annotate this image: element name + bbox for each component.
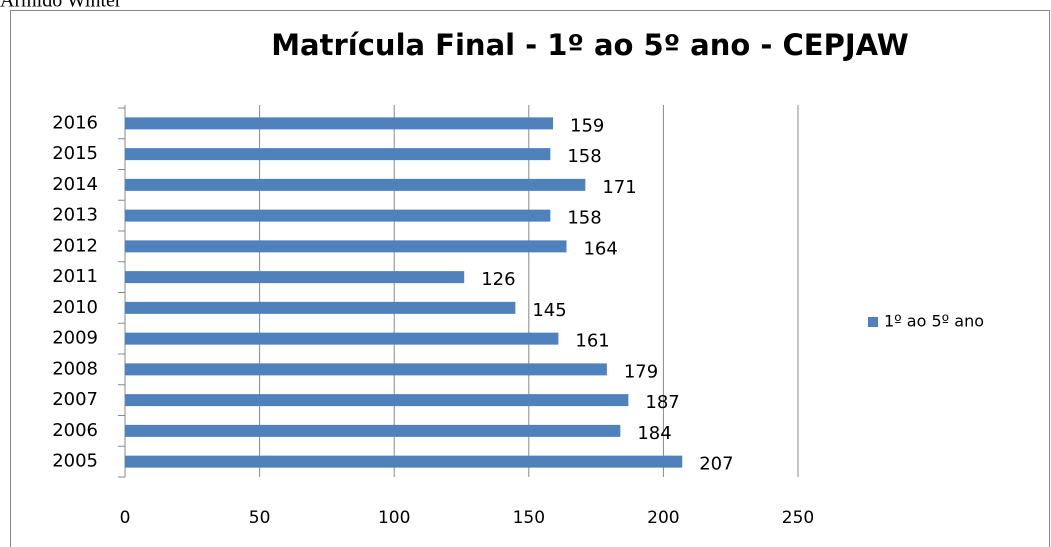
chart-title: Matrícula Final - 1º ao 5º ano - CEPJAW (271, 28, 909, 62)
bar (125, 363, 607, 376)
bar (125, 209, 551, 222)
bar (125, 271, 465, 284)
x-tick-label: 50 (249, 508, 271, 528)
y-tick-label: 2007 (52, 389, 98, 410)
bar (125, 394, 629, 407)
bar (125, 332, 559, 345)
bar (125, 240, 567, 253)
data-label: 187 (645, 392, 679, 413)
legend-marker (868, 317, 878, 327)
y-tick-label: 2016 (52, 112, 98, 133)
bar (125, 178, 586, 191)
data-label: 164 (583, 238, 617, 259)
x-tick-label: 250 (782, 508, 814, 528)
data-label: 158 (567, 146, 601, 167)
y-tick-label: 2012 (52, 235, 98, 256)
legend-label: 1º ao 5º ano (884, 312, 984, 331)
bar (125, 148, 551, 161)
y-tick-label: 2009 (52, 328, 98, 349)
bar (125, 424, 621, 437)
data-label: 145 (532, 300, 566, 321)
y-tick-label: 2010 (52, 297, 98, 318)
x-tick-label: 150 (513, 508, 545, 528)
y-tick-label: 2014 (52, 174, 98, 195)
data-label: 171 (602, 177, 636, 198)
x-tick-label: 0 (120, 508, 131, 528)
y-tick-label: 2006 (52, 420, 98, 441)
bar (125, 117, 554, 130)
data-label: 179 (624, 361, 658, 382)
data-label: 159 (570, 115, 604, 136)
y-tick-label: 2015 (52, 143, 98, 164)
x-tick-label: 200 (647, 508, 679, 528)
data-label: 207 (699, 454, 733, 475)
data-label: 184 (637, 423, 671, 444)
y-tick-label: 2008 (52, 358, 98, 379)
x-tick-label: 100 (378, 508, 410, 528)
bar (125, 301, 516, 314)
y-tick-label: 2011 (52, 266, 98, 287)
bar (125, 455, 683, 468)
data-label: 161 (575, 331, 609, 352)
data-label: 158 (567, 208, 601, 229)
data-label: 126 (481, 269, 515, 290)
y-tick-label: 2005 (52, 451, 98, 472)
y-tick-label: 2013 (52, 205, 98, 226)
header: Armido Winter (0, 0, 122, 12)
